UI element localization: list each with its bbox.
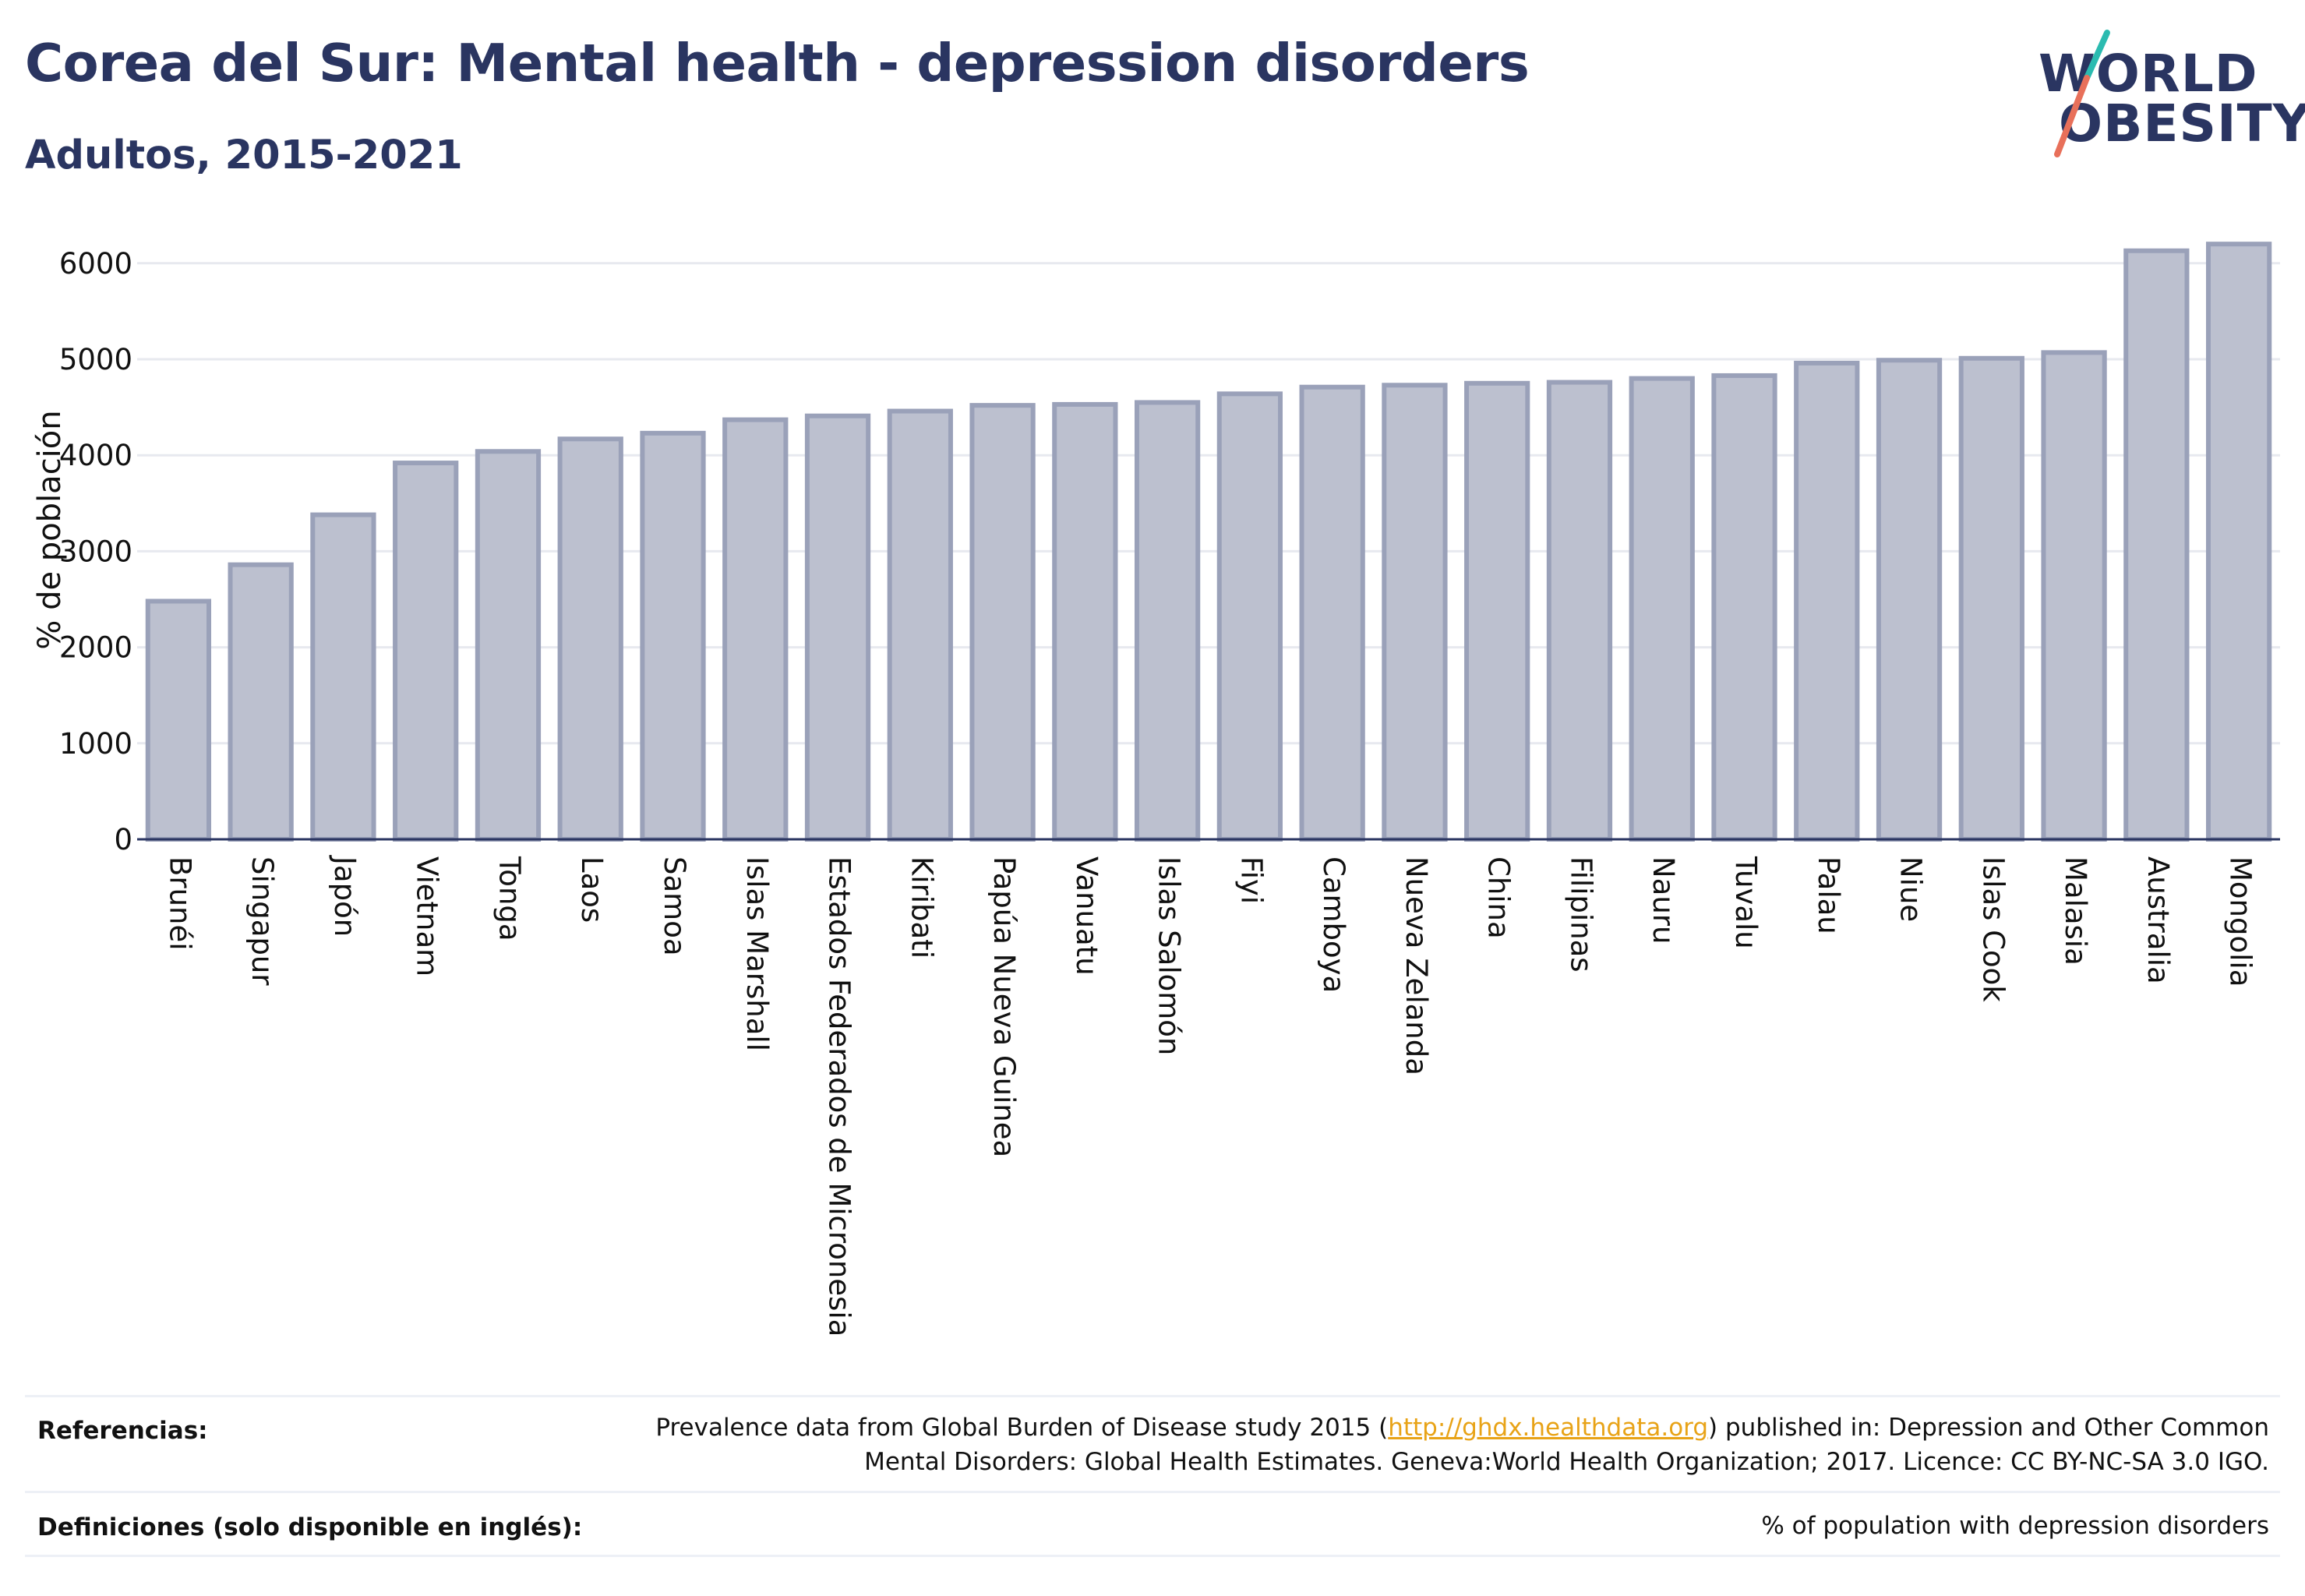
bar: [1711, 373, 1777, 842]
y-tick-label: 3000: [59, 535, 132, 568]
bar: [1629, 376, 1695, 842]
bar: [1299, 384, 1365, 842]
x-tick-label: Tonga: [492, 856, 526, 941]
chart-subtitle: Adultos, 2015-2021: [25, 132, 463, 178]
x-tick-label: Nauru: [1647, 856, 1680, 944]
x-tick-label: Fiyi: [1234, 856, 1268, 904]
footer-divider-top: [25, 1395, 2280, 1397]
references-text: Prevalence data from Global Burden of Di…: [633, 1411, 2269, 1479]
bar: [557, 436, 623, 842]
bar: [887, 408, 953, 842]
x-tick-label: Nueva Zelanda: [1400, 856, 1433, 1075]
definitions-label: Definiciones (solo disponible en inglés)…: [37, 1513, 583, 1541]
x-tick-label: Mongolia: [2224, 856, 2257, 987]
x-tick-label: Singapur: [245, 856, 279, 986]
bar: [145, 598, 212, 842]
footer-divider-bottom: [25, 1555, 2280, 1557]
x-tick-label: Japón: [328, 855, 362, 937]
bar: [1958, 355, 2024, 842]
bar: [1216, 391, 1283, 842]
x-tick-label: Filipinas: [1564, 856, 1597, 973]
x-tick-label: China: [1482, 856, 1516, 939]
bar: [228, 562, 294, 842]
bar: [1052, 401, 1118, 842]
x-tick-label: Laos: [575, 856, 609, 923]
x-tick-label: Islas Salomón: [1152, 856, 1186, 1055]
references-label: Referencias:: [37, 1417, 208, 1445]
logo-line-2: OBESITY: [2059, 94, 2305, 154]
x-tick-label: Australia: [2141, 856, 2175, 984]
bar: [1546, 380, 1613, 842]
chart-title: Corea del Sur: Mental health - depressio…: [25, 33, 1530, 94]
x-tick-label: Malasia: [2059, 856, 2092, 966]
references-text-before: Prevalence data from Global Burden of Di…: [655, 1414, 1389, 1442]
x-tick-label: Kiribati: [905, 856, 938, 959]
bar: [1382, 383, 1448, 842]
bar: [1134, 400, 1201, 842]
x-tick-label: Camboya: [1317, 856, 1350, 993]
x-tick-label: Brunéi: [163, 856, 196, 951]
y-tick-label: 1000: [59, 727, 132, 761]
x-tick-label: Islas Marshall: [740, 856, 774, 1051]
bar: [804, 413, 871, 842]
y-tick-label: 5000: [59, 343, 132, 376]
x-tick-label: Vanuatu: [1070, 856, 1103, 976]
definitions-text: % of population with depression disorder…: [1761, 1512, 2269, 1540]
y-tick-label: 6000: [59, 247, 132, 281]
logo-slash-icon: [2054, 30, 2110, 157]
x-tick-label: Estados Federados de Micronesia: [823, 856, 856, 1336]
x-tick-label: Papúa Nueva Guinea: [987, 856, 1021, 1157]
x-tick-label: Palau: [1812, 856, 1845, 934]
bar: [393, 461, 459, 842]
bar: [969, 403, 1036, 842]
logo-line-1: WORLD: [2038, 44, 2258, 104]
footer-divider-middle: [25, 1491, 2280, 1493]
bar: [2205, 242, 2272, 842]
y-tick-label: 0: [114, 823, 132, 856]
bar: [640, 430, 706, 842]
bar: [2123, 248, 2190, 842]
references-link[interactable]: http://ghdx.healthdata.org: [1388, 1414, 1709, 1442]
x-tick-label: Niue: [1894, 856, 1928, 922]
bar: [310, 512, 376, 842]
bar: [1464, 380, 1530, 842]
bar: [475, 449, 542, 842]
bar: [722, 417, 789, 842]
bar: [1876, 358, 1943, 842]
y-tick-label: 4000: [59, 439, 132, 472]
y-tick-label: 2000: [59, 631, 132, 665]
x-tick-label: Samoa: [658, 856, 691, 956]
x-tick-label: Vietnam: [411, 856, 444, 976]
x-tick-label: Tuvalu: [1729, 856, 1763, 949]
bar-chart: 0 1000 2000 3000 4000 5000 6000 Brunéi Singapur J…: [59, 242, 2280, 1336]
x-tick-label: Islas Cook: [1976, 856, 2010, 1002]
bar: [1794, 360, 1860, 842]
references-text-after: ) published in: Depression and Other Com…: [864, 1414, 2269, 1476]
world-obesity-logo: WORLD OBESITY: [2026, 23, 2305, 164]
bar: [2041, 350, 2107, 842]
